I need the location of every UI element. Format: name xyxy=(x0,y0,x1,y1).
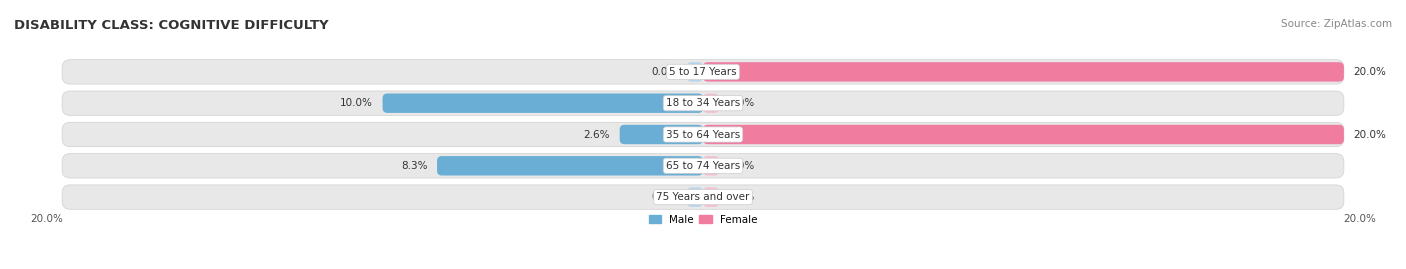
FancyBboxPatch shape xyxy=(688,187,703,207)
FancyBboxPatch shape xyxy=(703,62,1344,82)
Text: 20.0%: 20.0% xyxy=(1343,214,1376,224)
FancyBboxPatch shape xyxy=(382,94,703,113)
Text: 0.0%: 0.0% xyxy=(728,98,755,108)
Text: 20.0%: 20.0% xyxy=(30,214,63,224)
Text: 75 Years and over: 75 Years and over xyxy=(657,192,749,202)
Text: 10.0%: 10.0% xyxy=(340,98,373,108)
FancyBboxPatch shape xyxy=(62,122,1344,147)
FancyBboxPatch shape xyxy=(703,156,718,175)
FancyBboxPatch shape xyxy=(62,91,1344,115)
Text: 0.0%: 0.0% xyxy=(728,192,755,202)
Text: 20.0%: 20.0% xyxy=(1354,129,1386,140)
Text: 0.0%: 0.0% xyxy=(651,192,678,202)
Text: 5 to 17 Years: 5 to 17 Years xyxy=(669,67,737,77)
Text: 20.0%: 20.0% xyxy=(1354,67,1386,77)
Text: 35 to 64 Years: 35 to 64 Years xyxy=(666,129,740,140)
Text: DISABILITY CLASS: COGNITIVE DIFFICULTY: DISABILITY CLASS: COGNITIVE DIFFICULTY xyxy=(14,19,329,32)
Text: 65 to 74 Years: 65 to 74 Years xyxy=(666,161,740,171)
FancyBboxPatch shape xyxy=(62,60,1344,84)
FancyBboxPatch shape xyxy=(620,125,703,144)
Text: 2.6%: 2.6% xyxy=(583,129,610,140)
FancyBboxPatch shape xyxy=(703,187,718,207)
FancyBboxPatch shape xyxy=(437,156,703,175)
FancyBboxPatch shape xyxy=(62,154,1344,178)
Text: Source: ZipAtlas.com: Source: ZipAtlas.com xyxy=(1281,19,1392,29)
FancyBboxPatch shape xyxy=(703,125,1344,144)
Text: 0.0%: 0.0% xyxy=(728,161,755,171)
FancyBboxPatch shape xyxy=(703,94,718,113)
Text: 0.0%: 0.0% xyxy=(651,67,678,77)
Text: 8.3%: 8.3% xyxy=(401,161,427,171)
FancyBboxPatch shape xyxy=(62,185,1344,209)
FancyBboxPatch shape xyxy=(688,62,703,82)
Text: 18 to 34 Years: 18 to 34 Years xyxy=(666,98,740,108)
Legend: Male, Female: Male, Female xyxy=(644,211,762,229)
